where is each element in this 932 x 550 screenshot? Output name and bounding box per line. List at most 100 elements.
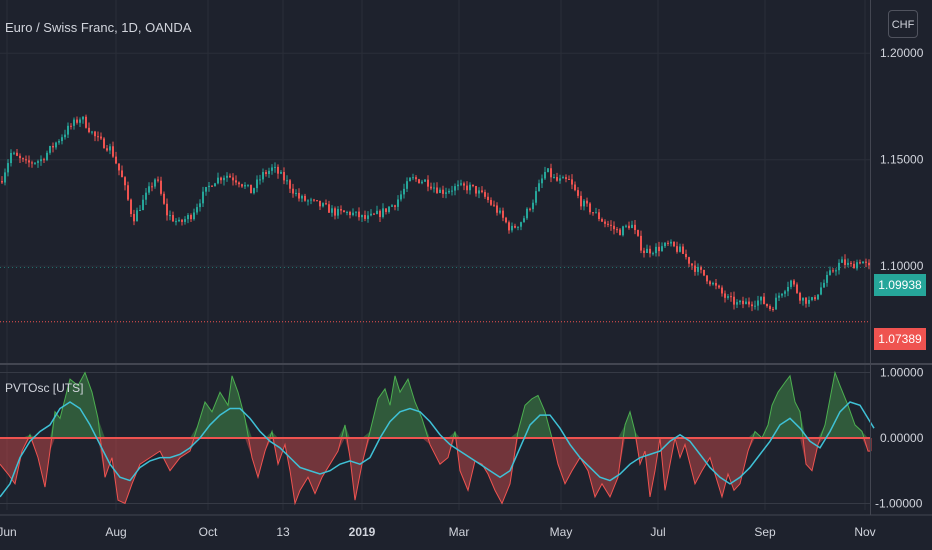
candle-body	[331, 208, 333, 213]
candle	[337, 206, 339, 219]
candle-body	[526, 208, 528, 219]
candle-body	[781, 293, 783, 296]
candle	[106, 144, 108, 152]
candle-body	[697, 266, 699, 272]
candle-body	[244, 185, 246, 187]
candle	[601, 217, 603, 222]
candle	[37, 159, 39, 168]
candle	[844, 254, 846, 269]
candle	[226, 172, 228, 182]
candle	[790, 279, 792, 290]
candle	[25, 155, 27, 164]
candle	[484, 189, 486, 199]
candle-body	[475, 186, 477, 194]
candle	[286, 175, 288, 185]
candle	[136, 207, 138, 222]
candle	[211, 185, 213, 187]
candle	[307, 199, 309, 206]
candle-body	[43, 159, 45, 161]
candle	[502, 207, 504, 222]
candle	[475, 185, 477, 197]
candle	[760, 296, 762, 305]
candle	[415, 175, 417, 182]
candle	[793, 279, 795, 287]
candle-body	[739, 300, 741, 303]
candle	[334, 206, 336, 220]
candle	[721, 285, 723, 297]
candle-body	[433, 187, 435, 189]
candle-body	[4, 172, 6, 183]
candle	[271, 164, 273, 175]
candle	[541, 174, 543, 189]
candle	[97, 131, 99, 142]
candle	[22, 157, 24, 162]
time-tick-label: Sep	[754, 525, 776, 539]
candle-body	[577, 190, 579, 196]
candle	[838, 259, 840, 275]
indicator-label[interactable]: PVTOsc [UTS]	[5, 381, 84, 395]
candle-body	[31, 162, 33, 164]
candle-body	[763, 296, 765, 304]
candle	[64, 129, 66, 140]
candle-body	[538, 183, 540, 192]
chart-grid	[0, 0, 870, 510]
candle-body	[481, 190, 483, 193]
candle-body	[211, 185, 213, 187]
candle	[232, 173, 234, 186]
time-tick-label: 13	[276, 525, 290, 539]
candle	[28, 155, 30, 168]
candle	[217, 172, 219, 185]
candle	[163, 191, 165, 205]
candle-body	[493, 204, 495, 206]
candle	[250, 184, 252, 194]
osc-signal-line	[0, 401, 875, 498]
candle	[319, 200, 321, 211]
candle	[457, 180, 459, 191]
candle	[103, 137, 105, 149]
candle-body	[547, 168, 549, 172]
price-tick-label: 1.15000	[880, 153, 924, 167]
candle-body	[799, 292, 801, 301]
candle	[616, 226, 618, 233]
candle	[379, 209, 381, 222]
candle-body	[805, 297, 807, 304]
candle	[376, 205, 378, 215]
candle-body	[679, 246, 681, 252]
candle	[118, 163, 120, 176]
candle-body	[382, 208, 384, 217]
candle-body	[688, 257, 690, 264]
candle-body	[724, 293, 726, 298]
candle-body	[55, 142, 57, 148]
candle-body	[379, 210, 381, 217]
candle-body	[238, 182, 240, 185]
candle-body	[439, 189, 441, 193]
candle-body	[49, 146, 51, 153]
currency-button[interactable]: CHF	[888, 10, 918, 38]
candle-body	[403, 188, 405, 195]
candle	[151, 182, 153, 192]
candle-body	[19, 155, 21, 159]
candle-body	[691, 263, 693, 266]
candle-body	[94, 131, 96, 137]
candle	[694, 260, 696, 276]
candle	[751, 301, 753, 312]
candle	[361, 214, 363, 223]
candle	[820, 282, 822, 296]
candle	[418, 178, 420, 184]
candle-body	[232, 177, 234, 181]
candle-body	[664, 242, 666, 247]
candle-body	[151, 186, 153, 188]
candle-body	[793, 280, 795, 285]
candle-body	[721, 287, 723, 294]
candle	[802, 297, 804, 306]
candle	[847, 258, 849, 268]
candle	[124, 176, 126, 191]
candle	[175, 218, 177, 226]
osc-positive-area	[0, 372, 872, 438]
candle-body	[319, 200, 321, 207]
candle-body	[148, 186, 150, 193]
candle	[652, 251, 654, 256]
candle	[313, 198, 315, 202]
candle-body	[7, 163, 9, 173]
